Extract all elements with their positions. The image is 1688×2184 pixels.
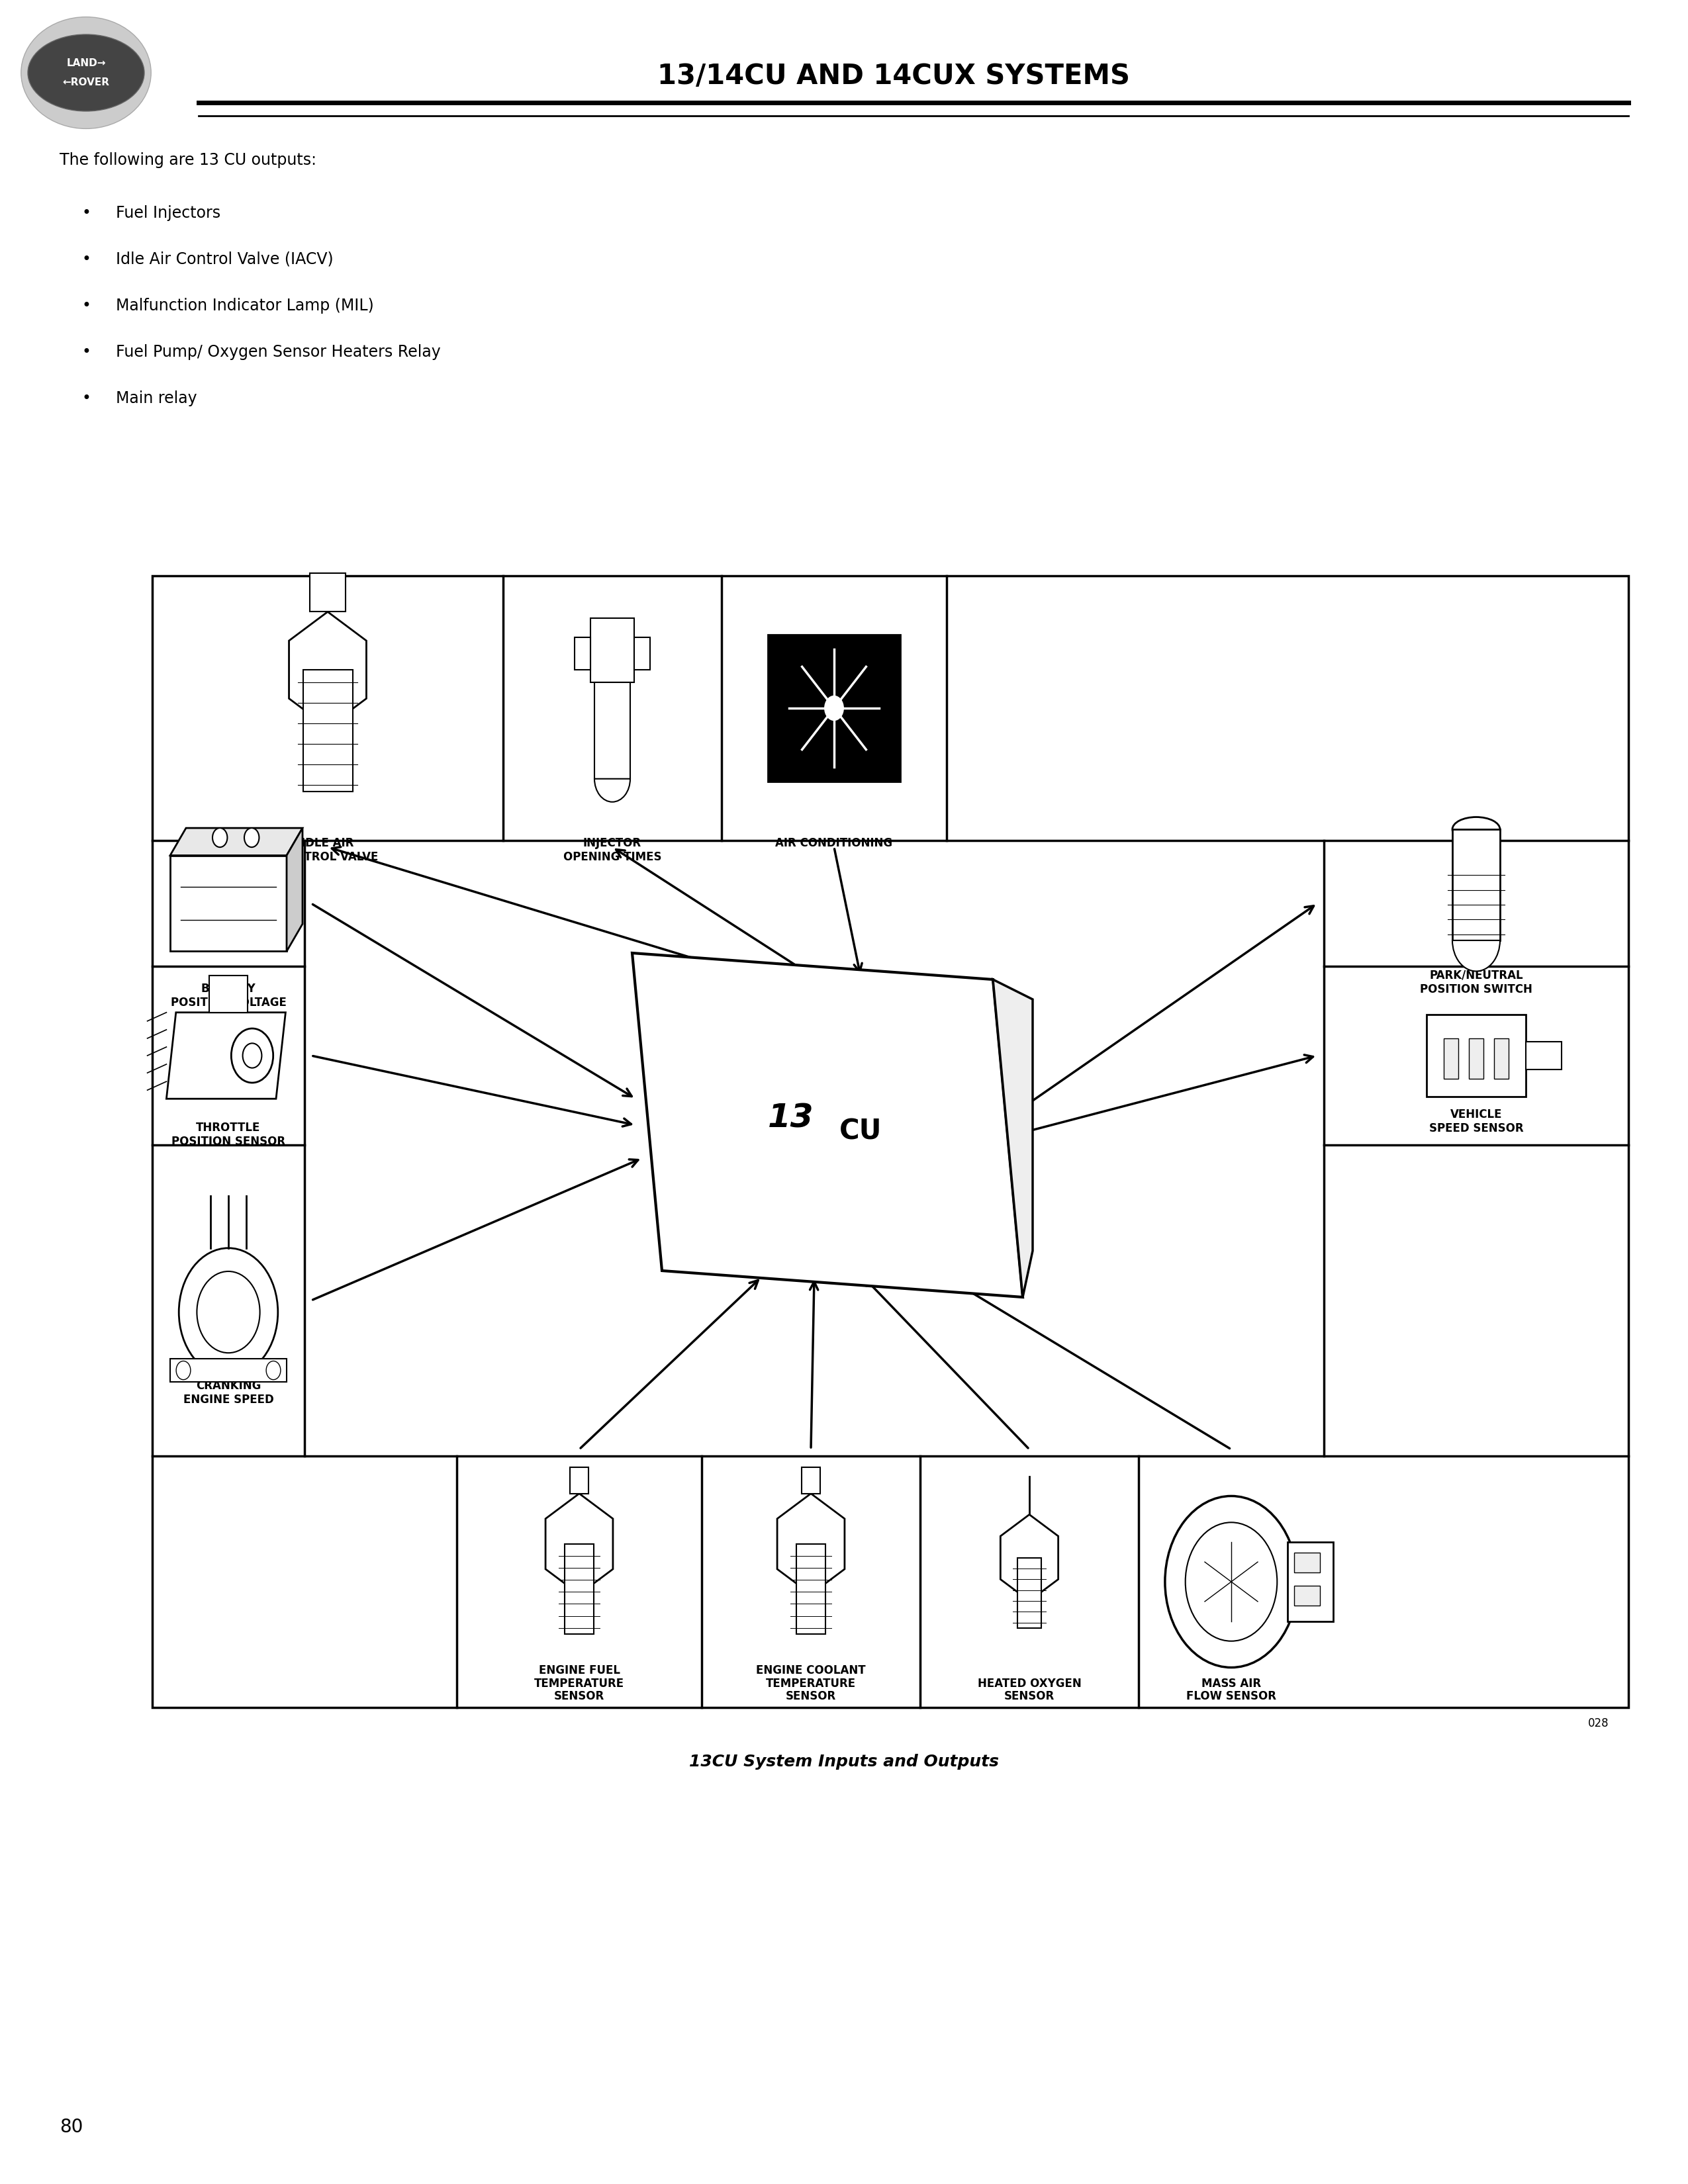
Bar [564,1544,594,1634]
Bar [635,638,650,670]
Bar [802,1468,820,1494]
Text: INJECTOR
OPENING TIMES: INJECTOR OPENING TIMES [564,836,662,863]
Text: ENGINE COOLANT
TEMPERATURE
SENSOR: ENGINE COOLANT TEMPERATURE SENSOR [756,1664,866,1701]
Circle shape [231,1029,273,1083]
Bar [170,1358,287,1382]
Circle shape [1185,1522,1278,1640]
Text: •: • [81,391,91,406]
Bar [1288,1542,1334,1621]
Bar [1469,1037,1484,1079]
Bar [1295,1553,1320,1572]
Text: •: • [81,345,91,360]
Text: BATTERY
POSITIVE VOLTAGE: BATTERY POSITIVE VOLTAGE [170,983,287,1009]
Bar [311,572,346,612]
Text: IDLE AIR
CONTROL VALVE: IDLE AIR CONTROL VALVE [277,836,378,863]
Bar [152,577,1629,1708]
Wedge shape [1452,941,1501,972]
Text: The following are 13 CU outputs:: The following are 13 CU outputs: [59,153,316,168]
Text: VEHICLE
SPEED SENSOR: VEHICLE SPEED SENSOR [1430,1109,1523,1133]
Bar [209,976,248,1013]
Bar [571,1468,589,1494]
Polygon shape [287,828,302,952]
Text: MASS AIR
FLOW SENSOR: MASS AIR FLOW SENSOR [1187,1677,1276,1701]
Text: CU: CU [839,1118,881,1147]
Text: Fuel Injectors: Fuel Injectors [116,205,221,221]
Text: CRANKING
ENGINE SPEED: CRANKING ENGINE SPEED [182,1380,273,1406]
Wedge shape [594,780,630,802]
Text: Main relay: Main relay [116,391,197,406]
Text: AIR CONDITIONING: AIR CONDITIONING [775,836,893,850]
Circle shape [213,828,228,847]
Text: ←ROVER: ←ROVER [62,76,110,87]
Circle shape [825,697,844,721]
Ellipse shape [27,35,143,111]
Bar [591,618,635,681]
Circle shape [179,1247,279,1376]
Bar [1295,1586,1320,1605]
Circle shape [245,828,258,847]
Text: 80: 80 [59,2118,83,2136]
Bar [1526,1042,1561,1070]
Bar [1443,1037,1458,1079]
Circle shape [1165,1496,1298,1666]
Polygon shape [170,828,302,856]
Text: •: • [81,297,91,314]
Polygon shape [633,952,1023,1297]
Text: Idle Air Control Valve (IACV): Idle Air Control Valve (IACV) [116,251,333,266]
Text: Malfunction Indicator Lamp (MIL): Malfunction Indicator Lamp (MIL) [116,297,373,314]
Ellipse shape [1452,817,1501,841]
Text: THROTTLE
POSITION SENSOR: THROTTLE POSITION SENSOR [172,1123,285,1147]
Text: 13/14CU AND 14CUX SYSTEMS: 13/14CU AND 14CUX SYSTEMS [657,61,1129,90]
Bar [768,636,900,782]
Text: •: • [81,251,91,266]
Bar [1018,1557,1041,1627]
Bar [302,670,353,791]
Polygon shape [167,1013,285,1099]
Bar [594,681,630,780]
Text: PARK/NEUTRAL
POSITION SWITCH: PARK/NEUTRAL POSITION SWITCH [1420,970,1533,996]
Text: Fuel Pump/ Oxygen Sensor Heaters Relay: Fuel Pump/ Oxygen Sensor Heaters Relay [116,345,441,360]
Ellipse shape [20,17,150,129]
Text: •: • [81,205,91,221]
Text: ENGINE FUEL
TEMPERATURE
SENSOR: ENGINE FUEL TEMPERATURE SENSOR [533,1664,625,1701]
Polygon shape [993,978,1033,1297]
Text: LAND→: LAND→ [66,59,106,68]
Bar [170,856,287,952]
Text: 13CU System Inputs and Outputs: 13CU System Inputs and Outputs [689,1754,999,1769]
Bar [1494,1037,1509,1079]
Text: 13: 13 [768,1103,814,1133]
Circle shape [176,1361,191,1380]
Circle shape [267,1361,280,1380]
Circle shape [197,1271,260,1352]
Bar [574,638,591,670]
Bar [1426,1016,1526,1096]
Text: HEATED OXYGEN
SENSOR: HEATED OXYGEN SENSOR [977,1677,1082,1701]
Bar [797,1544,825,1634]
Text: 028: 028 [1588,1717,1609,1730]
Bar [1452,830,1501,941]
Circle shape [243,1044,262,1068]
